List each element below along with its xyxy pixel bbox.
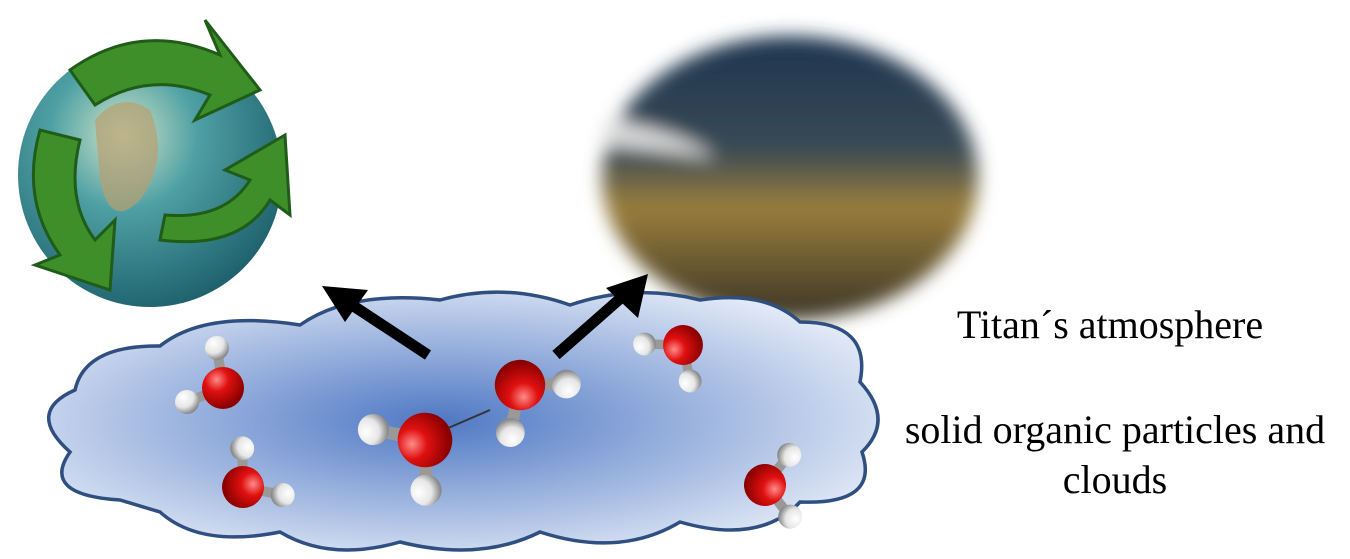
- titan-label: Titan´s atmosphere: [956, 302, 1264, 347]
- water-molecules: [175, 317, 833, 541]
- particles-label: solid organic particles and clouds: [904, 407, 1326, 502]
- earth: [18, 19, 292, 307]
- titan: [602, 36, 978, 320]
- arrows: [322, 274, 648, 360]
